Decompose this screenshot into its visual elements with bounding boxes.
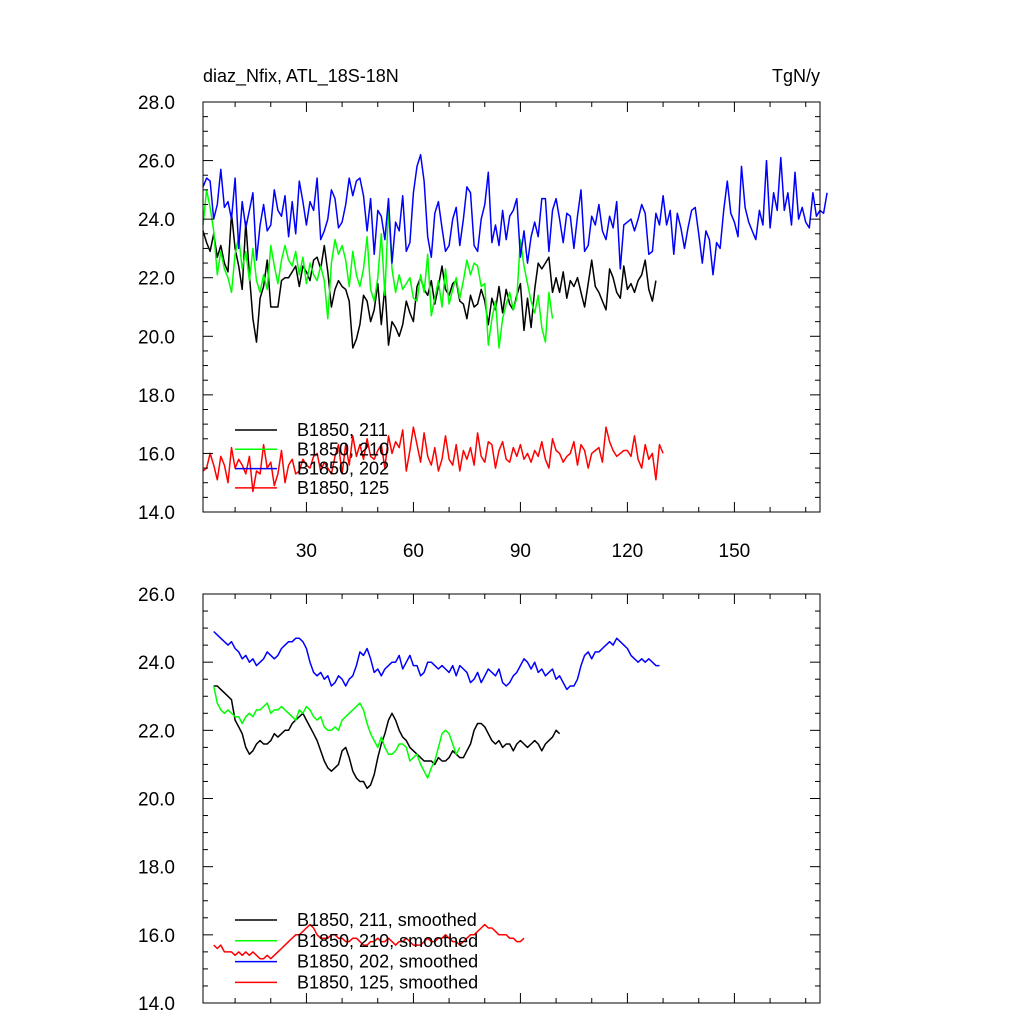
series-line-1-1 — [212, 685, 461, 779]
legend-label: B1850, 210 — [297, 439, 389, 459]
legend-label: B1850, 202, smoothed — [297, 952, 478, 972]
y-tick-label: 24.0 — [138, 210, 175, 231]
series-line-0-2 — [202, 153, 828, 276]
series-line-0-3 — [202, 426, 664, 493]
x-tick-label: 30 — [296, 541, 317, 562]
top-series-layer — [202, 153, 828, 493]
legend-label: B1850, 211 — [297, 420, 388, 440]
bottom-series-layer — [212, 630, 660, 960]
y-tick-label: 18.0 — [138, 386, 175, 407]
y-tick-label: 22.0 — [138, 269, 175, 290]
bottom-axis-layer: 14.0 16.0 18.0 20.0 22.0 24.0 26.0 — [138, 585, 821, 1015]
legend-label: B1850, 202 — [297, 459, 389, 479]
top-chart-title: diaz_Nfix, ATL_18S-18N — [203, 66, 399, 87]
series-line-0-1 — [202, 189, 554, 349]
legend-label: B1850, 125, smoothed — [297, 972, 478, 992]
x-tick-label: 90 — [510, 541, 531, 562]
series-line-1-0 — [213, 685, 561, 790]
top-panel: diaz_Nfix, ATL_18S-18N TgN/y 14.0 16.0 18.… — [138, 66, 828, 562]
legend-label: B1850, 211, smoothed — [297, 910, 477, 930]
legend-label: B1850, 125 — [297, 478, 389, 498]
y-tick-label: 26.0 — [138, 152, 175, 173]
series-line-1-3 — [213, 923, 525, 960]
top-axis-layer: 14.0 16.0 18.0 20.0 22.0 24.0 26.0 28.0 30 60 90 12… — [138, 93, 821, 562]
y-tick-label: 20.0 — [138, 790, 175, 811]
y-tick-label: 28.0 — [138, 93, 175, 114]
bottom-panel: 14.0 16.0 18.0 20.0 22.0 24.0 26.0 B1850, 211,… — [138, 585, 821, 1015]
y-tick-label: 22.0 — [138, 721, 175, 742]
plot-frame — [202, 593, 821, 1004]
y-tick-label: 26.0 — [138, 585, 175, 606]
legend-label: B1850, 210, smoothed — [297, 931, 478, 951]
y-tick-label: 14.0 — [138, 994, 175, 1015]
y-tick-label: 14.0 — [138, 503, 175, 524]
x-tick-label: 120 — [612, 541, 644, 562]
y-tick-label: 24.0 — [138, 653, 175, 674]
series-line-1-2 — [213, 630, 660, 691]
x-tick-label: 60 — [403, 541, 424, 562]
y-tick-label: 16.0 — [138, 444, 175, 465]
top-chart-units: TgN/y — [772, 66, 820, 86]
y-tick-label: 16.0 — [138, 926, 175, 947]
x-tick-label: 150 — [719, 541, 751, 562]
y-tick-label: 20.0 — [138, 327, 175, 348]
y-tick-label: 18.0 — [138, 858, 175, 879]
